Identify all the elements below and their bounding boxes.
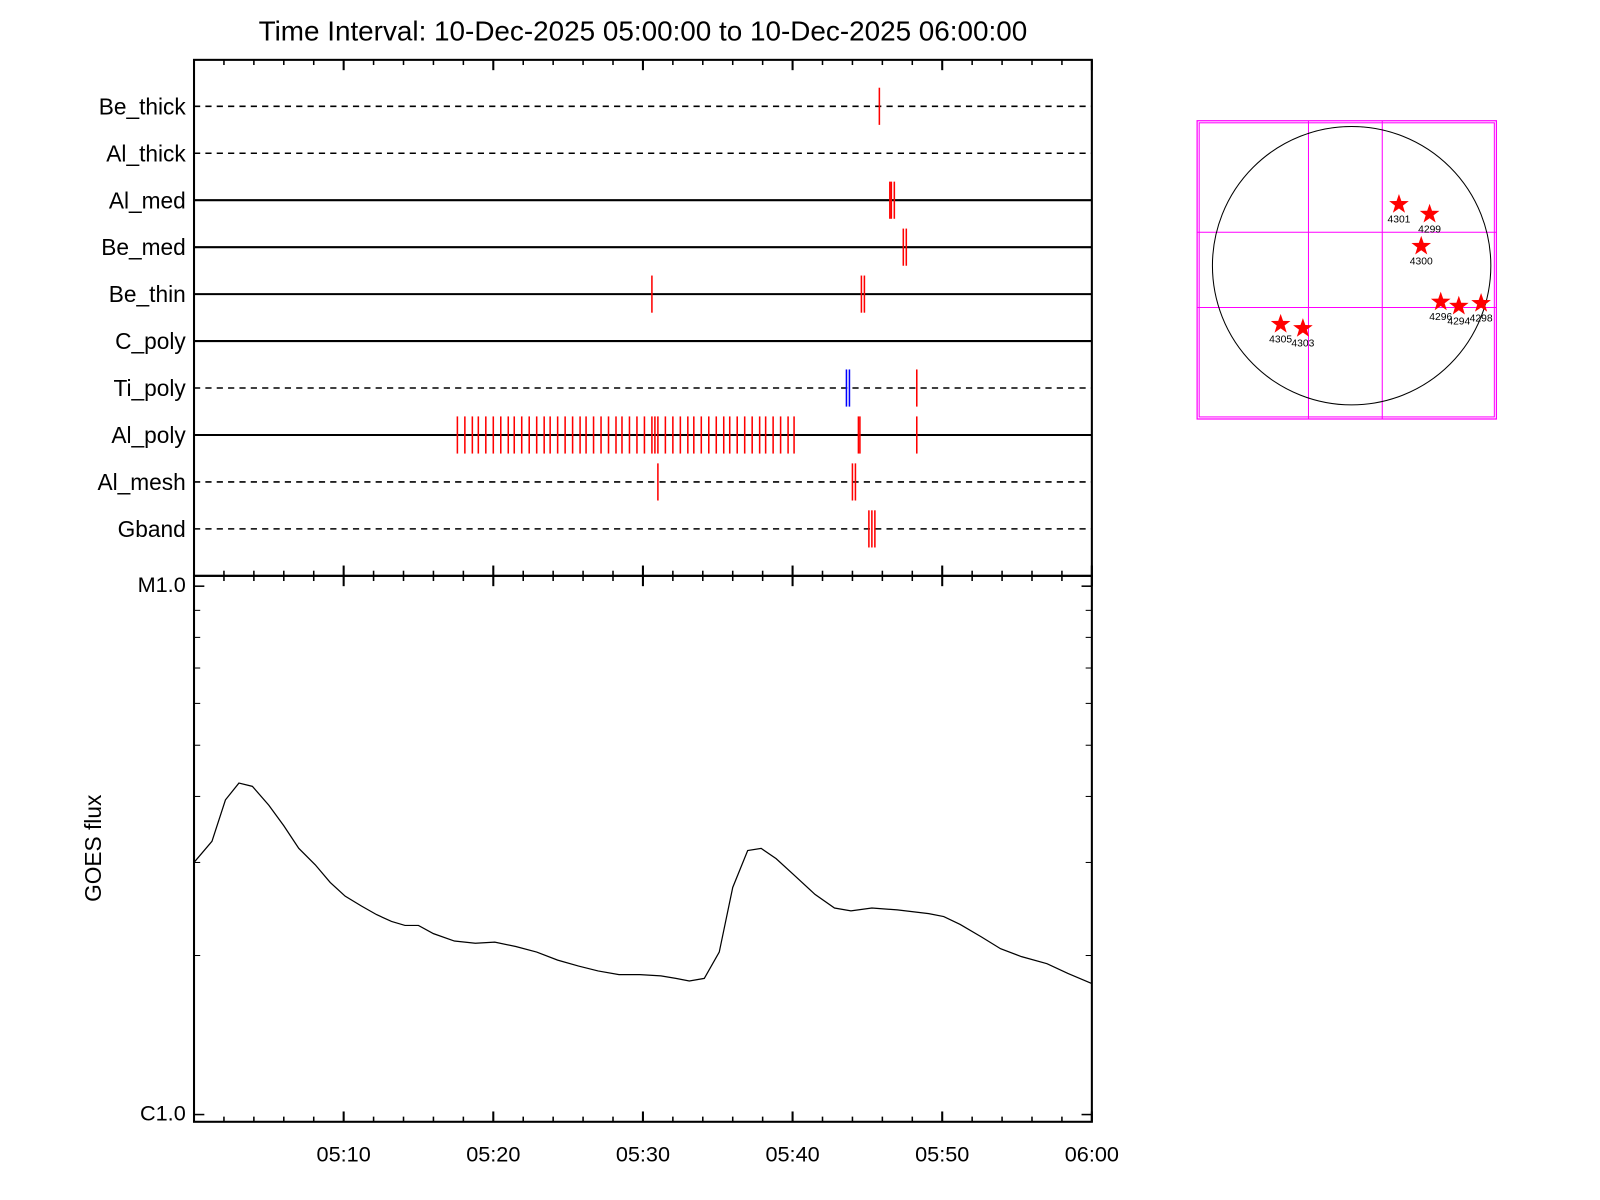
region-label: 4299 bbox=[1418, 224, 1441, 235]
region-label: 4305 bbox=[1269, 334, 1292, 345]
row-label: Al_med bbox=[109, 187, 186, 213]
region-label: 4303 bbox=[1291, 339, 1314, 350]
region-marker bbox=[1419, 203, 1440, 223]
region-marker bbox=[1411, 235, 1432, 255]
region-label: 4301 bbox=[1387, 215, 1410, 226]
region-label: 4296 bbox=[1429, 312, 1452, 323]
map-frame-inner bbox=[1198, 122, 1495, 418]
x-tick-label: 05:10 bbox=[317, 1142, 371, 1167]
x-tick-label: 05:20 bbox=[466, 1142, 520, 1167]
row-label: Al_poly bbox=[111, 422, 186, 448]
flux-line bbox=[193, 782, 1093, 985]
y-tick-label: C1.0 bbox=[140, 1100, 186, 1125]
panel-frame bbox=[192, 58, 1093, 577]
region-marker bbox=[1270, 313, 1291, 333]
x-tick-label: 05:40 bbox=[765, 1142, 819, 1167]
plot-area: Time Interval: 10-Dec-2025 05:00:00 to 1… bbox=[80, 15, 1498, 1167]
row-label: Ti_poly bbox=[113, 375, 186, 401]
row-label: Gband bbox=[118, 516, 186, 542]
x-tick-label: 05:50 bbox=[915, 1142, 969, 1167]
solar-disk bbox=[1211, 125, 1492, 406]
region-label: 4300 bbox=[1410, 256, 1433, 267]
region-label: 4298 bbox=[1470, 314, 1493, 325]
region-marker bbox=[1449, 295, 1469, 315]
x-tick-label: 06:00 bbox=[1065, 1142, 1119, 1167]
row-label: Al_mesh bbox=[97, 469, 185, 495]
row-label: C_poly bbox=[115, 328, 186, 354]
region-marker bbox=[1389, 194, 1409, 213]
map-frame bbox=[1196, 120, 1498, 420]
region-marker bbox=[1430, 291, 1451, 311]
panel-frame bbox=[192, 574, 1093, 1123]
row-label: Be_med bbox=[101, 234, 186, 260]
x-tick-label: 05:30 bbox=[616, 1142, 670, 1167]
region-label: 4294 bbox=[1447, 316, 1470, 327]
row-label: Al_thick bbox=[106, 140, 186, 166]
region-marker bbox=[1471, 292, 1491, 312]
row-label: Be_thick bbox=[99, 93, 187, 119]
chart-title: Time Interval: 10-Dec-2025 05:00:00 to 1… bbox=[259, 15, 1028, 46]
row-label: Be_thin bbox=[109, 281, 186, 307]
y-tick-label: M1.0 bbox=[138, 572, 186, 597]
region-marker bbox=[1293, 318, 1313, 337]
y-axis-title: GOES flux bbox=[80, 794, 106, 902]
